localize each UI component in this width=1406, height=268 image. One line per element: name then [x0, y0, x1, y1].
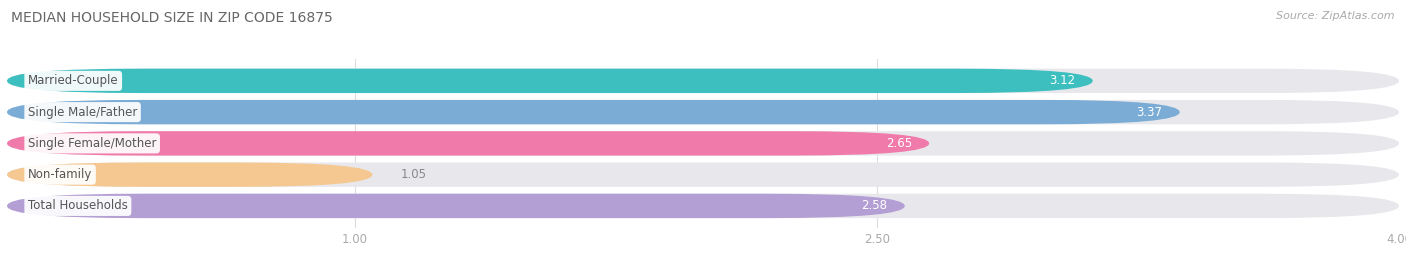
Text: Total Households: Total Households [28, 199, 128, 213]
FancyBboxPatch shape [7, 131, 1399, 155]
Text: Single Female/Mother: Single Female/Mother [28, 137, 156, 150]
Text: 3.12: 3.12 [1049, 74, 1076, 87]
Text: 1.05: 1.05 [401, 168, 426, 181]
FancyBboxPatch shape [7, 131, 929, 155]
Text: Non-family: Non-family [28, 168, 93, 181]
Text: 2.58: 2.58 [862, 199, 887, 213]
FancyBboxPatch shape [7, 100, 1180, 124]
Text: Source: ZipAtlas.com: Source: ZipAtlas.com [1277, 11, 1395, 21]
FancyBboxPatch shape [7, 69, 1399, 93]
FancyBboxPatch shape [7, 100, 1399, 124]
Text: MEDIAN HOUSEHOLD SIZE IN ZIP CODE 16875: MEDIAN HOUSEHOLD SIZE IN ZIP CODE 16875 [11, 11, 333, 25]
Text: Married-Couple: Married-Couple [28, 74, 118, 87]
FancyBboxPatch shape [7, 162, 1399, 187]
FancyBboxPatch shape [7, 69, 1092, 93]
FancyBboxPatch shape [7, 162, 373, 187]
Text: 2.65: 2.65 [886, 137, 912, 150]
FancyBboxPatch shape [7, 194, 905, 218]
Text: 3.37: 3.37 [1136, 106, 1163, 119]
FancyBboxPatch shape [7, 194, 1399, 218]
Text: Single Male/Father: Single Male/Father [28, 106, 138, 119]
